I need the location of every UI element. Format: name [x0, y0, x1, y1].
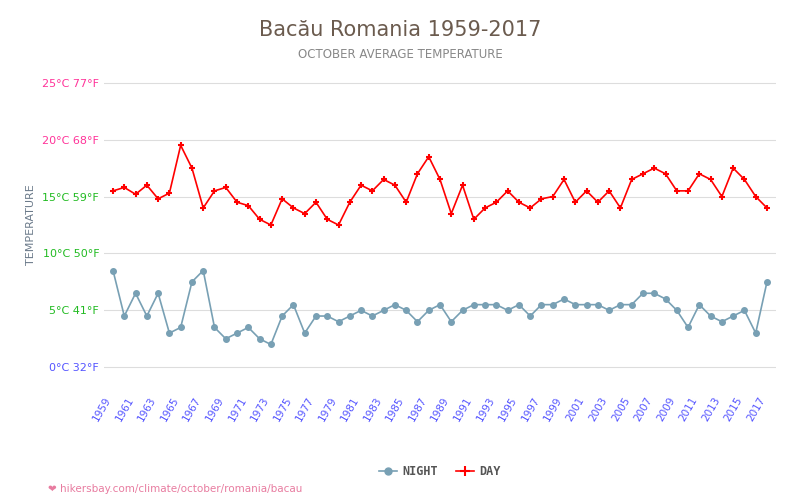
Y-axis label: TEMPERATURE: TEMPERATURE — [26, 184, 36, 266]
Legend: NIGHT, DAY: NIGHT, DAY — [374, 460, 506, 483]
Text: OCTOBER AVERAGE TEMPERATURE: OCTOBER AVERAGE TEMPERATURE — [298, 48, 502, 60]
Text: Bacău Romania 1959-2017: Bacău Romania 1959-2017 — [259, 20, 541, 40]
Text: ❤ hikersbay.com/climate/october/romania/bacau: ❤ hikersbay.com/climate/october/romania/… — [48, 484, 302, 494]
